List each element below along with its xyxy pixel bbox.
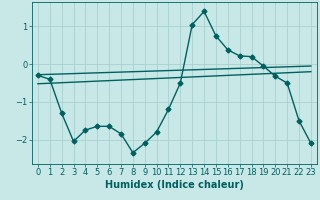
- X-axis label: Humidex (Indice chaleur): Humidex (Indice chaleur): [105, 180, 244, 190]
